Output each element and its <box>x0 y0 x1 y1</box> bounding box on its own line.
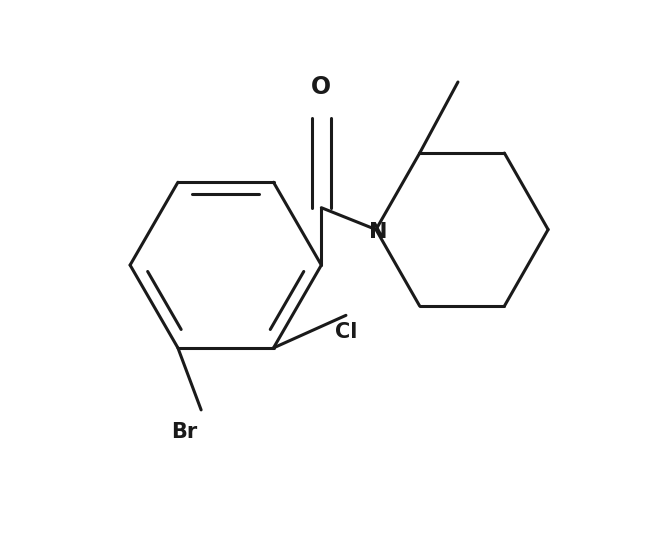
Text: Br: Br <box>172 422 198 442</box>
Text: O: O <box>312 76 332 99</box>
Text: Cl: Cl <box>335 322 357 342</box>
Text: N: N <box>369 222 388 242</box>
